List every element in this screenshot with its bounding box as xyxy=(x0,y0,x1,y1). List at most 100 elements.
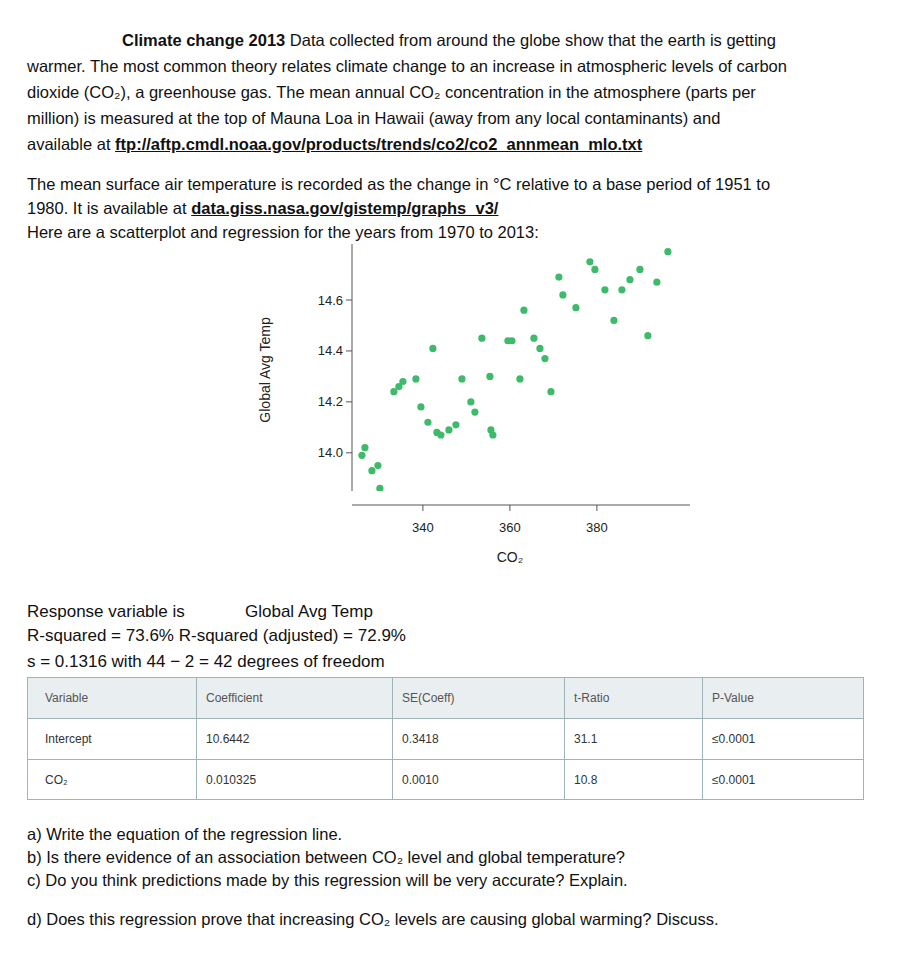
link: data.giss.nasa.gov/gistemp/graphs_v3/ xyxy=(191,199,498,217)
point xyxy=(452,421,459,428)
paragraph-line: dioxide (CO₂), a greenhouse gas. The mea… xyxy=(27,83,756,101)
paragraph-line: warmer. The most common theory relates c… xyxy=(27,57,787,75)
point xyxy=(376,485,383,491)
point xyxy=(508,337,515,344)
text-line: dioxide (CO₂), a greenhouse gas. The mea… xyxy=(27,82,756,102)
point xyxy=(424,419,431,426)
point xyxy=(467,398,474,405)
row-rule xyxy=(27,718,864,719)
x-tick xyxy=(596,505,597,511)
point xyxy=(471,408,478,415)
point xyxy=(374,462,381,469)
table-header-cell: SE(Coeff) xyxy=(402,688,454,708)
point xyxy=(530,335,537,342)
text-line: The mean surface air temperature is reco… xyxy=(27,174,770,194)
point xyxy=(618,286,625,293)
link: ftp://aftp.cmdl.noaa.gov/products/trends… xyxy=(115,135,642,153)
lead-title: Climate change 2013 xyxy=(122,31,285,49)
points xyxy=(358,248,671,491)
point xyxy=(541,355,548,362)
text-line: R-squared = 73.6% R-squared (adjusted) =… xyxy=(27,626,406,646)
table-cell: 10.8 xyxy=(574,770,597,790)
point xyxy=(368,467,375,474)
col-rule xyxy=(564,677,565,800)
text-line: available at ftp://aftp.cmdl.noaa.gov/pr… xyxy=(27,134,642,154)
question: c) Do you think predictions made by this… xyxy=(27,870,628,890)
table-cell: 0.3418 xyxy=(402,729,439,749)
x-tick-label: 340 xyxy=(412,520,434,535)
point xyxy=(653,279,660,286)
table-header-cell: Coefficient xyxy=(206,688,262,708)
r-squared: R-squared = 73.6% xyxy=(27,626,174,645)
point xyxy=(437,431,444,438)
response-variable: Global Avg Temp xyxy=(245,602,373,622)
r-squared-adjusted: R-squared (adjusted) = 72.9% xyxy=(179,626,406,645)
point xyxy=(572,304,579,311)
y-tick xyxy=(346,401,352,402)
text-line: million) is measured at the top of Mauna… xyxy=(27,108,720,128)
paragraph-line: 1980. It is available at xyxy=(27,199,187,217)
y-tick-label: 14.0 xyxy=(318,445,343,460)
point xyxy=(559,291,566,298)
s-line: s = 0.1316 with 44 − 2 = 42 degrees of f… xyxy=(27,652,385,672)
point xyxy=(601,286,608,293)
y-tick xyxy=(346,452,352,453)
point xyxy=(536,345,543,352)
point xyxy=(399,378,406,385)
point xyxy=(547,388,554,395)
point xyxy=(555,274,562,281)
table-cell: ≤0.0001 xyxy=(712,770,755,790)
point xyxy=(591,266,598,273)
question: d) Does this regression prove that incre… xyxy=(27,909,718,929)
point xyxy=(644,332,651,339)
point xyxy=(458,375,465,382)
point xyxy=(586,258,593,265)
table-header-cell: t-Ratio xyxy=(574,688,609,708)
paragraph-line: million) is measured at the top of Mauna… xyxy=(27,109,720,127)
point xyxy=(478,335,485,342)
text-line: Climate change 2013 Data collected from … xyxy=(122,30,776,50)
question: a) Write the equation of the regression … xyxy=(27,824,342,844)
point xyxy=(520,307,527,314)
table-cell: 31.1 xyxy=(574,729,597,749)
x-tick xyxy=(509,505,510,511)
col-rule xyxy=(392,677,393,800)
table-cell: CO₂ xyxy=(45,770,68,790)
x-tick xyxy=(422,505,423,511)
x-tick-label: 360 xyxy=(499,520,521,535)
point xyxy=(489,431,496,438)
point xyxy=(636,266,643,273)
x-axis xyxy=(352,505,690,506)
text-line: warmer. The most common theory relates c… xyxy=(27,56,787,76)
point xyxy=(417,403,424,410)
chart: 14.014.214.414.6340360380CO₂Global Avg T… xyxy=(0,0,912,964)
text-line: 1980. It is available at data.giss.nasa.… xyxy=(27,198,498,218)
paragraph-line: Data collected from around the globe sho… xyxy=(290,31,776,49)
response-label: Response variable is xyxy=(27,602,185,622)
table-cell: ≤0.0001 xyxy=(712,729,755,749)
table-cell: 0.010325 xyxy=(206,770,256,790)
y-axis-label: Global Avg Temp xyxy=(257,317,273,423)
col-rule xyxy=(702,677,703,800)
y-tick-label: 14.6 xyxy=(318,293,343,308)
question: b) Is there evidence of an association b… xyxy=(27,847,625,867)
point xyxy=(361,444,368,451)
paragraph-line: The mean surface air temperature is reco… xyxy=(27,175,770,193)
point xyxy=(358,452,365,459)
point xyxy=(412,375,419,382)
paragraph-line: Here are a scatterplot and regression fo… xyxy=(27,222,539,242)
row-rule xyxy=(27,759,864,760)
x-axis-label: CO₂ xyxy=(497,549,523,565)
point xyxy=(486,373,493,380)
y-tick-label: 14.2 xyxy=(318,394,343,409)
table-cell: Intercept xyxy=(45,729,92,749)
y-tick-label: 14.4 xyxy=(318,343,343,358)
table-header-cell: Variable xyxy=(45,688,88,708)
point xyxy=(626,276,633,283)
table-cell: 0.0010 xyxy=(402,770,439,790)
paragraph-line: available at xyxy=(27,135,110,153)
point xyxy=(610,317,617,324)
y-tick xyxy=(346,350,352,351)
point xyxy=(445,426,452,433)
table-header-cell: P-Value xyxy=(712,688,754,708)
